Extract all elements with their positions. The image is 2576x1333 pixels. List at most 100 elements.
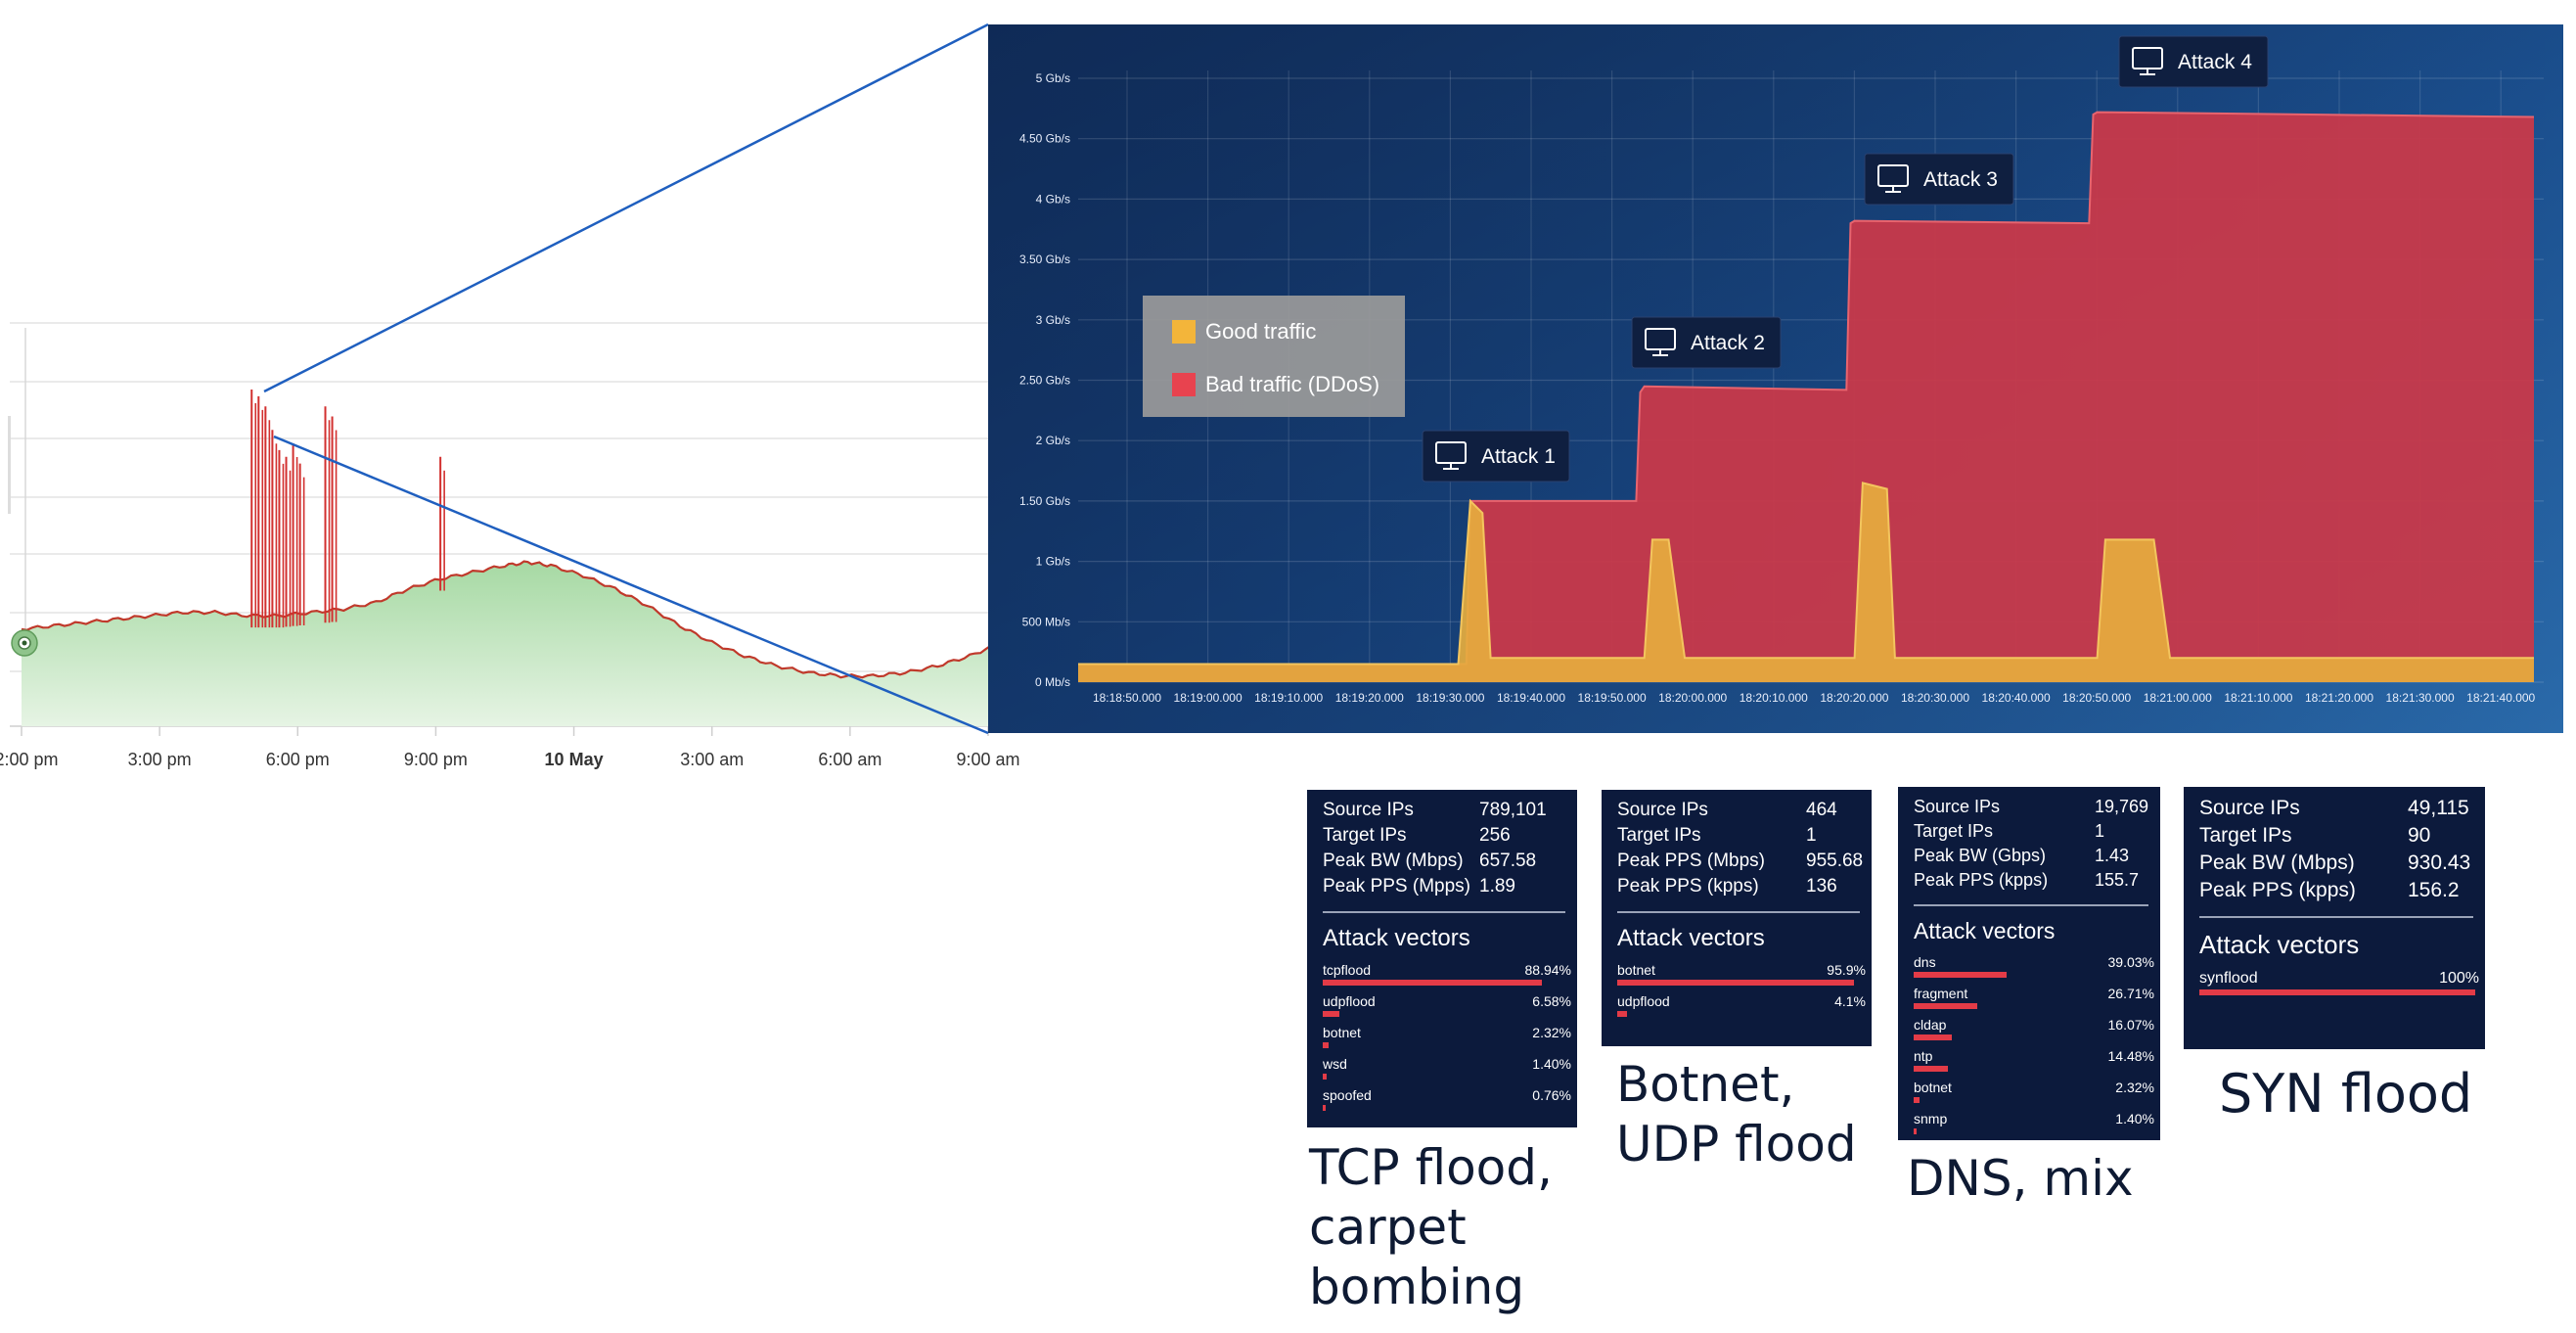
attack-vector-row: botnet 2.32% <box>1323 1025 1571 1048</box>
stat-label: Peak PPS (kpps) <box>1914 870 2049 890</box>
legend: Good traffic Bad traffic (DDoS) <box>1143 296 1405 417</box>
attack-vector-row: ntp 14.48% <box>1914 1048 2154 1072</box>
attack-annotations: Attack 1 Attack 2 Attack 3 Attack 4 <box>1422 35 2269 483</box>
legend-label: Good traffic <box>1205 319 1316 344</box>
stat-row: Source IPs 49,115 <box>2199 797 2473 820</box>
stat-label: Source IPs <box>1914 797 2001 816</box>
stat-value: 256 <box>1479 825 1511 846</box>
attack-vector-bar <box>1323 1042 1329 1048</box>
attack-vector-line: cldap 16.07% <box>1914 1017 2154 1033</box>
zoom-y-tick-label: 4 Gb/s <box>1036 192 1070 206</box>
attack-annotation[interactable]: Attack 4 <box>2118 35 2269 88</box>
stat-row: Peak BW (Mbps) 930.43 <box>2199 851 2473 875</box>
attack-vector-bar <box>1617 980 1854 986</box>
attack-vector-name: botnet <box>1617 962 1655 978</box>
overview-x-tick-label: 6:00 pm <box>266 750 330 769</box>
attack-vector-line: udpflood 4.1% <box>1617 993 1866 1009</box>
attack-vectors-title: Attack vectors <box>2199 930 2360 959</box>
stats-table: Source IPs 19,769 Target IPs 1 Peak BW (Gbps… <box>1914 797 2148 891</box>
stat-row: Source IPs 464 <box>1617 800 1863 821</box>
overview-area-line <box>21 560 1003 679</box>
panel-divider <box>1323 911 1565 913</box>
good-traffic-line <box>1078 482 2534 666</box>
attack-caption: TCP flood, carpet bombing <box>1309 1138 1553 1317</box>
attack-vector-pct: 6.58% <box>1532 993 1571 1009</box>
zoom-x-tick-label: 18:20:50.000 <box>2062 691 2131 705</box>
attack-stats-panel: Source IPs 464 Target IPs 1 Peak PPS (Mbps) 9… <box>1602 790 1872 1046</box>
attack-vector-bar <box>1914 1003 1978 1009</box>
stat-row: Peak PPS (kpps) 136 <box>1617 876 1863 897</box>
stat-value: 156.2 <box>2408 879 2460 901</box>
attack-vector-name: synflood <box>2199 970 2258 987</box>
attack-annotation[interactable]: Attack 2 <box>1631 316 1782 369</box>
stat-row: Peak PPS (kpps) 155.7 <box>1914 870 2148 891</box>
monitor-icon <box>1877 164 1909 193</box>
zoom-y-tick-label: 0 Mb/s <box>1035 675 1070 689</box>
zoom-x-tick-label: 18:20:20.000 <box>1820 691 1888 705</box>
attack-vector-line: botnet 2.32% <box>1323 1025 1571 1040</box>
stat-label: Source IPs <box>1617 800 1708 820</box>
attack-vector-name: snmp <box>1914 1111 1948 1126</box>
stat-label: Peak BW (Gbps) <box>1914 846 2047 865</box>
attack-caption-line: Botnet, <box>1616 1056 1795 1113</box>
attack-vector-line: synflood 100% <box>2199 970 2479 988</box>
zoom-x-tick-label: 18:19:00.000 <box>1174 691 1243 705</box>
bad-traffic-area <box>1078 112 2534 683</box>
attack-vectors-title: Attack vectors <box>1323 925 1470 951</box>
attack-stats-panel: Source IPs 19,769 Target IPs 1 Peak BW (Gbps… <box>1898 787 2160 1140</box>
attack-caption-line: bombing <box>1309 1259 1525 1315</box>
legend-swatch <box>1172 373 1196 396</box>
zoom-y-tick-label: 2 Gb/s <box>1036 434 1070 447</box>
overview-start-marker[interactable] <box>11 629 38 657</box>
attack-vector-row: snmp 1.40% <box>1914 1111 2154 1134</box>
attack-vector-bar <box>1914 1034 1953 1040</box>
attack-caption-line: DNS, mix <box>1907 1150 2134 1207</box>
stat-label: Source IPs <box>2199 797 2300 819</box>
zoom-x-tick-label: 18:19:10.000 <box>1254 691 1323 705</box>
attack-vector-bar <box>1914 972 2008 978</box>
stat-label: Target IPs <box>1914 821 1994 841</box>
attack-annotation[interactable]: Attack 1 <box>1422 430 1570 483</box>
overview-x-tick-label: 3:00 am <box>680 750 744 769</box>
attack-stats-panel: Source IPs 789,101 Target IPs 256 Peak BW (M… <box>1307 790 1577 1127</box>
attack-vector-row: dns 39.03% <box>1914 954 2154 978</box>
attack-vector-name: cldap <box>1914 1017 1947 1033</box>
stat-value: 657.58 <box>1479 850 1537 871</box>
attack-vector-name: botnet <box>1914 1080 1952 1095</box>
stat-label: Peak PPS (kpps) <box>1617 876 1759 896</box>
attack-vectors-title: Attack vectors <box>1617 925 1765 951</box>
zoom-x-ticks: 18:18:50.000 18:19:00.000 18:19:10.000 18:1… <box>1093 691 2536 705</box>
attack-vector-pct: 26.71% <box>2107 986 2154 1001</box>
stats-table: Source IPs 789,101 Target IPs 256 Peak BW (M… <box>1323 800 1565 897</box>
overview-scroll-handle[interactable] <box>8 416 11 514</box>
attack-vector-pct: 39.03% <box>2107 954 2154 970</box>
attack-vector-name: dns <box>1914 954 1936 970</box>
attack-vector-row: wsd 1.40% <box>1323 1056 1571 1080</box>
stat-label: Peak PPS (kpps) <box>2199 879 2356 901</box>
overview-marker-dot[interactable] <box>22 640 27 646</box>
attack-vector-line: dns 39.03% <box>1914 954 2154 970</box>
attack-vector-bar <box>1914 1128 1918 1134</box>
attack-vector-bar <box>1914 1097 1920 1103</box>
zoom-x-tick-label: 18:21:40.000 <box>2466 691 2535 705</box>
attack-vector-line: spoofed 0.76% <box>1323 1087 1571 1103</box>
attack-vector-row: fragment 26.71% <box>1914 986 2154 1009</box>
annotation-label: Attack 1 <box>1481 445 1556 468</box>
zoom-line-top <box>263 23 989 393</box>
overview-x-tick-label: 10 May <box>545 750 604 769</box>
attack-vector-line: fragment 26.71% <box>1914 986 2154 1001</box>
attack-vector-name: udpflood <box>1617 993 1670 1009</box>
attack-vector-line: botnet 95.9% <box>1617 962 1866 978</box>
annotation-label: Attack 4 <box>2178 51 2252 73</box>
zoom-y-tick-label: 3 Gb/s <box>1036 313 1070 327</box>
stat-label: Peak BW (Mbps) <box>1323 850 1464 871</box>
zoom-y-tick-label: 5 Gb/s <box>1036 71 1070 85</box>
stat-value: 1.43 <box>2095 846 2130 865</box>
attack-annotation[interactable]: Attack 3 <box>1864 153 2014 206</box>
attack-vector-row: udpflood 4.1% <box>1617 993 1866 1017</box>
attack-vector-row: udpflood 6.58% <box>1323 993 1571 1017</box>
legend-label: Bad traffic (DDoS) <box>1205 372 1379 396</box>
attack-vector-line: botnet 2.32% <box>1914 1080 2154 1095</box>
attack-vector-name: spoofed <box>1323 1087 1372 1103</box>
zoom-x-tick-label: 18:21:10.000 <box>2224 691 2292 705</box>
